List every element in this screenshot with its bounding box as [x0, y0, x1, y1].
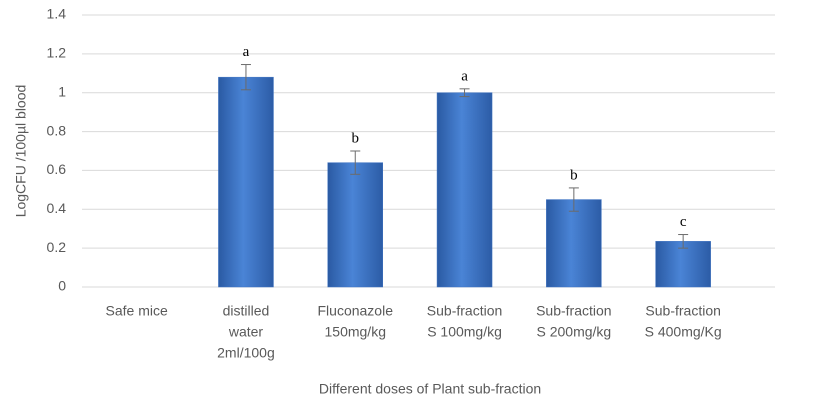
y-tick-label: 0.2	[47, 239, 67, 255]
x-tick-label: Sub-fraction	[536, 303, 611, 319]
y-tick-label: 0	[58, 278, 66, 294]
x-tick-label: Safe mice	[106, 303, 168, 319]
y-tick-label: 0.6	[47, 161, 67, 177]
bar	[546, 199, 602, 288]
x-tick-label: 150mg/kg	[325, 324, 386, 340]
bar	[436, 92, 493, 288]
significance-letter: a	[243, 44, 250, 60]
x-tick-label: distilled	[223, 303, 270, 319]
x-tick-label: Fluconazole	[318, 303, 394, 319]
x-tick-label: Sub-fraction	[427, 303, 502, 319]
y-tick-label: 1.2	[47, 45, 67, 61]
x-axis-label: Different doses of Plant sub-fraction	[319, 381, 541, 397]
significance-letter: b	[570, 167, 578, 183]
y-tick-label: 1	[58, 83, 66, 99]
x-tick-label: 2ml/100g	[217, 345, 275, 361]
x-tick-label: Sub-fraction	[645, 303, 720, 319]
y-axis-label: LogCFU /100µl blood	[13, 85, 29, 218]
x-tick-label: water	[228, 324, 264, 340]
bar	[218, 76, 274, 288]
bar	[327, 162, 383, 288]
bar	[655, 241, 711, 288]
y-tick-label: 1.4	[47, 6, 67, 22]
significance-letter: b	[352, 130, 360, 146]
x-tick-label: S 400mg/Kg	[645, 324, 722, 340]
x-tick-label: S 200mg/kg	[536, 324, 611, 340]
x-tick-label: S 100mg/kg	[427, 324, 502, 340]
significance-letter: a	[461, 68, 468, 84]
significance-letter: c	[680, 214, 687, 230]
y-tick-label: 0.4	[47, 200, 67, 216]
y-tick-label: 0.8	[47, 122, 67, 138]
